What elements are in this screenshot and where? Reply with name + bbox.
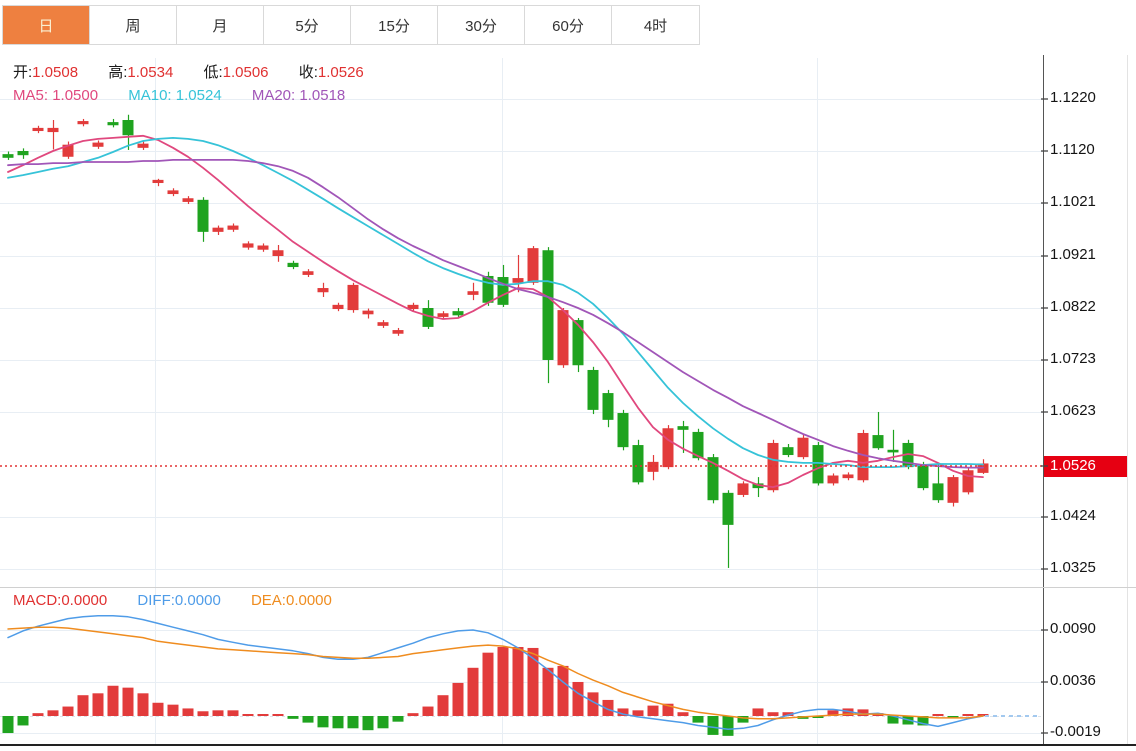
high-value: 1.0534 (127, 64, 174, 81)
tab-15min[interactable]: 15分 (351, 6, 438, 44)
current-price-badge (1044, 456, 1127, 477)
diff-value: 0.0000 (174, 592, 221, 609)
price-axis-label: 1.0822 (1050, 298, 1096, 315)
open-label: 开: (13, 64, 33, 81)
price-axis-label: 1.1021 (1050, 193, 1096, 210)
ohlc-legend: 开:1.0508 高:1.0534 低:1.0506 收:1.0526 (13, 61, 390, 82)
tab-week[interactable]: 周 (90, 6, 177, 44)
ma-legend: MA5: 1.0500 MA10: 1.0524 MA20: 1.0518 (13, 87, 371, 104)
ma20-value: 1.0518 (299, 87, 346, 104)
price-axis-label: 1.0921 (1050, 246, 1096, 263)
price-axis-label: 1.1220 (1050, 89, 1096, 106)
tab-60min[interactable]: 60分 (525, 6, 612, 44)
price-axis-label: 1.0424 (1050, 507, 1096, 524)
tab-4hour[interactable]: 4时 (612, 6, 699, 44)
macd-axis-label: 0.0036 (1050, 672, 1096, 689)
ma20-label: MA20: (251, 87, 296, 104)
open-value: 1.0508 (32, 64, 79, 81)
period-tabbar: 日 周 月 5分 15分 30分 60分 4时 (2, 5, 700, 45)
ma10-value: 1.0524 (175, 87, 222, 104)
close-value: 1.0526 (317, 64, 364, 81)
macd-label: MACD: (13, 592, 62, 609)
macd-legend: MACD:0.0000 DIFF:0.0000 DEA:0.0000 (13, 592, 358, 609)
tab-month[interactable]: 月 (177, 6, 264, 44)
ma10-label: MA10: (128, 87, 172, 104)
high-label: 高: (108, 64, 128, 81)
ma5-label: MA5: (13, 87, 49, 104)
diff-label: DIFF: (137, 592, 175, 609)
dea-value: 0.0000 (285, 592, 332, 609)
low-value: 1.0506 (222, 64, 269, 81)
tab-30min[interactable]: 30分 (438, 6, 525, 44)
price-axis-label: 1.0723 (1050, 350, 1096, 367)
current-price-label: 1.0526 (1050, 457, 1096, 474)
tab-day[interactable]: 日 (3, 6, 90, 44)
low-label: 低: (203, 64, 223, 81)
dea-label: DEA: (250, 592, 286, 609)
price-axis-label: 1.0623 (1050, 402, 1096, 419)
price-axis-label: 1.0325 (1050, 559, 1096, 576)
tab-5min[interactable]: 5分 (264, 6, 351, 44)
macd-axis-label: -0.0019 (1050, 723, 1101, 740)
macd-axis-label: 0.0090 (1050, 620, 1096, 637)
macd-value: 0.0000 (61, 592, 108, 609)
ma5-value: 1.0500 (52, 87, 99, 104)
price-axis-label: 1.1120 (1050, 141, 1095, 158)
close-label: 收: (298, 64, 318, 81)
